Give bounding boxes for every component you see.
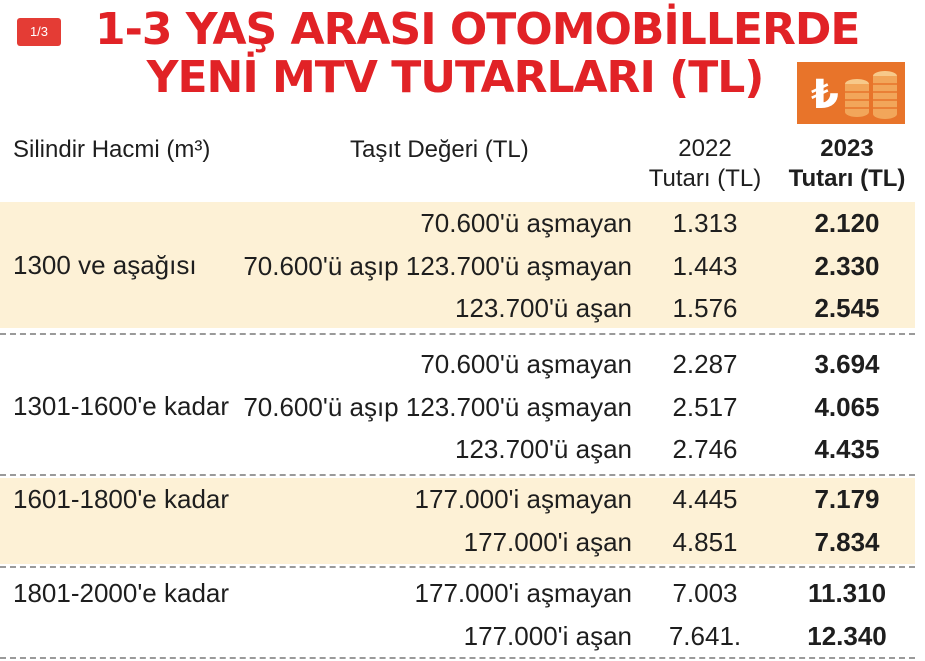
- table-row: 177.000'i aşan 4.851 7.834: [0, 521, 915, 563]
- amount-2023: 4.435: [814, 434, 880, 464]
- vehicle-value: 70.600'ü aşıp 123.700'ü aşmayan: [243, 392, 632, 422]
- page-counter-badge[interactable]: 1/3: [17, 18, 61, 46]
- page-title: 1-3 YAŞ ARASI OTOMOBİLLERDE YENİ MTV TUT…: [95, 4, 860, 103]
- amount-2022: 1.313: [672, 208, 738, 238]
- title-line-1: 1-3 YAŞ ARASI OTOMOBİLLERDE: [95, 4, 860, 55]
- amount-2022: 2.287: [672, 349, 738, 379]
- table-group: 1601-1800'e kadar 177.000'i aşmayan 4.44…: [0, 478, 915, 564]
- amount-2023: 2.330: [814, 251, 880, 281]
- vehicle-value: 123.700'ü aşan: [454, 293, 632, 323]
- amount-2022: 4.445: [672, 484, 738, 514]
- amount-2022: 1.443: [672, 251, 738, 281]
- header-2023: 2023 Tutarı (TL): [788, 135, 906, 192]
- vehicle-value: 177.000'i aşan: [463, 527, 632, 557]
- amount-2022: 4.851: [672, 527, 738, 557]
- amount-2023: 11.310: [807, 578, 887, 608]
- table-row: 70.600'ü aşmayan 2.287 3.694: [0, 343, 915, 385]
- amount-2023: 12.340: [807, 621, 887, 651]
- title-line-2: YENİ MTV TUTARLARI (TL): [146, 52, 765, 103]
- table-group: 1801-2000'e kadar 177.000'i aşmayan 7.00…: [0, 572, 915, 658]
- header-cylinder: Silindir Hacmi (m³): [13, 136, 211, 163]
- amount-2022: 2.746: [672, 434, 738, 464]
- group-divider: [0, 333, 915, 335]
- amount-2022: 2.517: [672, 392, 738, 422]
- svg-text:₺: ₺: [811, 72, 839, 118]
- table-group: 1301-1600'e kadar 70.600'ü aşmayan 2.287…: [0, 343, 915, 469]
- amount-2023: 4.065: [814, 392, 880, 422]
- vehicle-value: 70.600'ü aşmayan: [420, 208, 632, 238]
- table-row: 177.000'i aşmayan 4.445 7.179: [0, 478, 915, 520]
- amount-2022: 7.641.: [668, 621, 742, 651]
- amount-2023: 2.120: [814, 208, 880, 238]
- vehicle-value: 70.600'ü aşmayan: [420, 349, 632, 379]
- table-group: 1300 ve aşağısı 70.600'ü aşmayan 1.313 2…: [0, 202, 915, 328]
- table-row: 123.700'ü aşan 1.576 2.545: [0, 287, 915, 329]
- header-vehicle-value: Taşıt Değeri (TL): [350, 136, 529, 163]
- table-row: 70.600'ü aşıp 123.700'ü aşmayan 2.517 4.…: [0, 386, 915, 428]
- amount-2023: 7.834: [814, 527, 880, 557]
- cylinder-label: 1601-1800'e kadar: [13, 484, 230, 514]
- vehicle-value: 177.000'i aşan: [463, 621, 632, 651]
- table-row: 70.600'ü aşıp 123.700'ü aşmayan 1.443 2.…: [0, 245, 915, 287]
- vehicle-value: 70.600'ü aşıp 123.700'ü aşmayan: [243, 251, 632, 281]
- cylinder-label: 1301-1600'e kadar: [13, 391, 230, 421]
- group-divider: [0, 474, 915, 476]
- amount-2023: 3.694: [814, 349, 880, 379]
- lira-coins-icon: ₺: [797, 62, 905, 124]
- group-divider: [0, 566, 915, 568]
- vehicle-value: 123.700'ü aşan: [454, 434, 632, 464]
- amount-2022: 1.576: [672, 293, 738, 323]
- table-row: 123.700'ü aşan 2.746 4.435: [0, 428, 915, 470]
- table-row: 177.000'i aşan 7.641. 12.340: [0, 615, 915, 657]
- header-2022: 2022 Tutarı (TL): [648, 135, 762, 192]
- amount-2023: 2.545: [814, 293, 880, 323]
- amount-2022: 7.003: [672, 578, 738, 608]
- group-divider: [0, 657, 915, 659]
- amount-2023: 7.179: [814, 484, 880, 514]
- table-header: Silindir Hacmi (m³) Taşıt Değeri (TL) 20…: [0, 128, 915, 200]
- vehicle-value: 177.000'i aşmayan: [414, 578, 632, 608]
- table-row: 70.600'ü aşmayan 1.313 2.120: [0, 202, 915, 244]
- cylinder-label: 1300 ve aşağısı: [13, 250, 197, 280]
- table-row: 177.000'i aşmayan 7.003 11.310: [0, 572, 915, 614]
- cylinder-label: 1801-2000'e kadar: [13, 578, 230, 608]
- vehicle-value: 177.000'i aşmayan: [414, 484, 632, 514]
